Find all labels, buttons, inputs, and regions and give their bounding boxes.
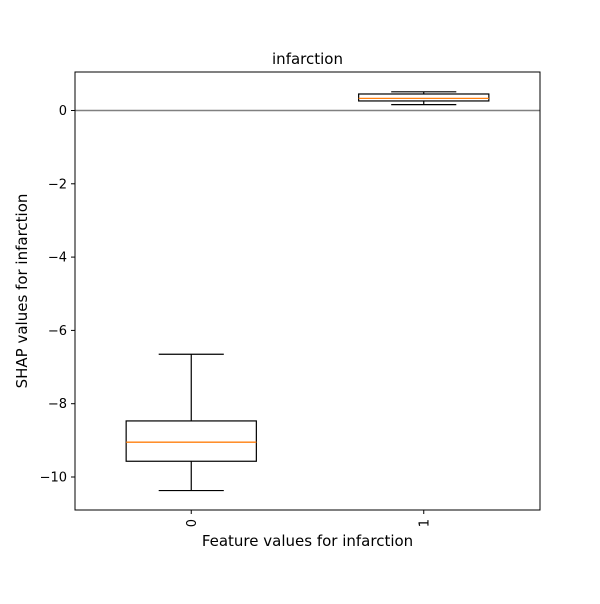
y-tick-label: 0 <box>59 104 67 119</box>
y-tick-label: −4 <box>48 251 67 266</box>
interquartile-box <box>358 93 490 102</box>
y-tick-label: −8 <box>48 397 67 412</box>
box-1 <box>358 91 490 106</box>
interquartile-box <box>125 420 257 462</box>
x-axis-label: Feature values for infarction <box>202 532 413 550</box>
y-axis-label: SHAP values for infarction <box>13 194 31 389</box>
box-0 <box>125 353 257 492</box>
y-tick-label: −2 <box>48 177 67 192</box>
chart-title: infarction <box>272 50 343 68</box>
y-tick-label: −6 <box>48 324 67 339</box>
plot-frame <box>74 71 541 511</box>
plot-area: 0 −2 −4 −6 −8 −10 0 1 <box>40 71 541 527</box>
y-tick-label: −10 <box>40 471 67 486</box>
x-tick-label: 0 <box>185 519 200 527</box>
x-tick-label: 1 <box>417 519 432 527</box>
